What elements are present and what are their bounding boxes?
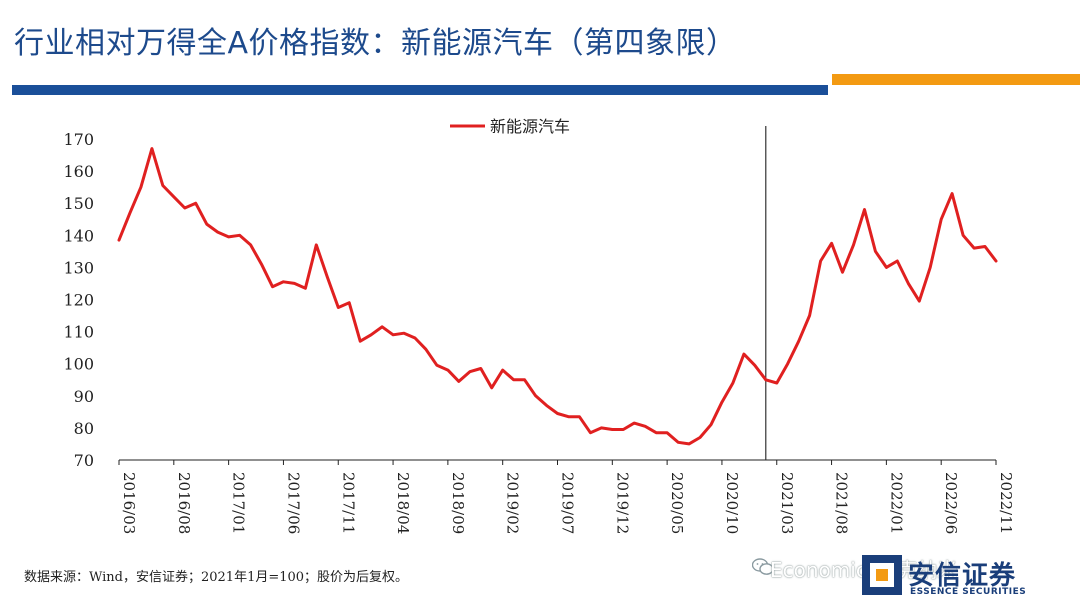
x-tick-label: 2017/01 [230,472,248,534]
y-tick-label: 100 [63,355,94,374]
x-tick-label: 2018/09 [449,472,467,534]
company-logo: 安信证券 ESSENCE SECURITIES [860,553,1060,603]
x-tick-label: 2016/08 [175,472,193,534]
chart-legend: 新能源汽车 [450,117,570,136]
data-source-note: 数据来源：Wind，安信证券；2021年1月=100；股价为后复权。 [24,570,409,585]
x-tick-label: 2017/11 [339,472,357,534]
y-tick-label: 70 [74,451,94,470]
y-tick-label: 140 [63,226,94,245]
y-tick-label: 120 [63,291,94,310]
y-axis-ticks: 70 80 90 100 110 120 130 140 150 160 170 [63,130,94,470]
x-tick-label: 2020/05 [668,472,686,534]
y-tick-label: 90 [74,387,94,406]
y-tick-label: 160 [63,162,94,181]
y-tick-label: 150 [63,194,94,213]
wechat-icon [752,558,774,575]
y-tick-label: 110 [63,323,94,342]
x-tick-label: 2021/03 [778,472,796,534]
x-tick-label: 2016/03 [120,472,138,534]
x-tick-label: 2022/06 [942,472,960,534]
y-tick-label: 130 [63,258,94,277]
essence-logo-icon [862,555,902,595]
series-line-新能源汽车 [117,147,998,446]
y-tick-label: 170 [63,130,94,149]
legend-label: 新能源汽车 [490,117,570,136]
x-axis-ticks: 2016/03 2016/08 2017/01 2017/06 2017/11 2018/… [118,460,1015,534]
x-tick-label: 2020/10 [723,472,741,534]
logo-company-name: 安信证券 [908,561,1017,591]
x-tick-label: 2018/04 [394,472,412,534]
y-tick-label: 80 [74,419,94,438]
title-underline-blue [12,85,828,95]
x-tick-label: 2022/01 [887,472,905,534]
chart-axes [119,126,996,461]
x-tick-label: 2019/12 [613,472,631,534]
x-tick-label: 2019/07 [559,472,577,534]
x-tick-label: 2021/08 [833,472,851,534]
x-tick-label: 2022/11 [997,472,1015,534]
title-underline-orange [832,74,1080,85]
page-title: 行业相对万得全A价格指数：新能源汽车（第四象限） [14,26,737,61]
x-tick-label: 2017/06 [284,472,302,534]
x-tick-label: 2019/02 [504,472,522,534]
logo-company-english: ESSENCE SECURITIES [910,587,1027,597]
series-layer [117,147,998,446]
